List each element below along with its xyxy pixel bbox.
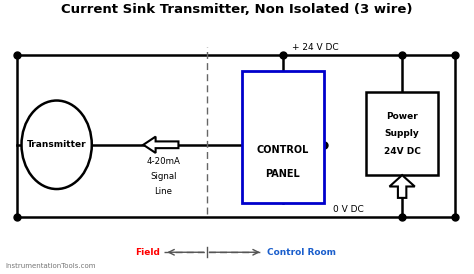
Text: PANEL: PANEL — [265, 169, 300, 179]
Ellipse shape — [21, 101, 92, 189]
Text: InstrumentationTools.com: InstrumentationTools.com — [5, 263, 96, 269]
Bar — [366, 92, 438, 175]
Text: Control Room: Control Room — [267, 248, 337, 257]
Polygon shape — [390, 175, 415, 198]
Text: Signal: Signal — [150, 172, 176, 181]
Bar — [242, 72, 324, 203]
Text: Line: Line — [154, 187, 172, 196]
Text: CONTROL: CONTROL — [256, 145, 309, 155]
Text: 4-20mA: 4-20mA — [146, 157, 180, 166]
Text: 24V DC: 24V DC — [383, 147, 420, 156]
Text: + 24 V DC: + 24 V DC — [292, 44, 338, 53]
Text: 0 V DC: 0 V DC — [333, 205, 364, 214]
Text: Supply: Supply — [385, 129, 419, 138]
Text: Power: Power — [386, 112, 418, 121]
Text: Field: Field — [135, 248, 160, 257]
Text: Transmitter: Transmitter — [27, 140, 86, 149]
Polygon shape — [143, 137, 178, 153]
Title: Current Sink Transmitter, Non Isolated (3 wire): Current Sink Transmitter, Non Isolated (… — [61, 3, 413, 16]
